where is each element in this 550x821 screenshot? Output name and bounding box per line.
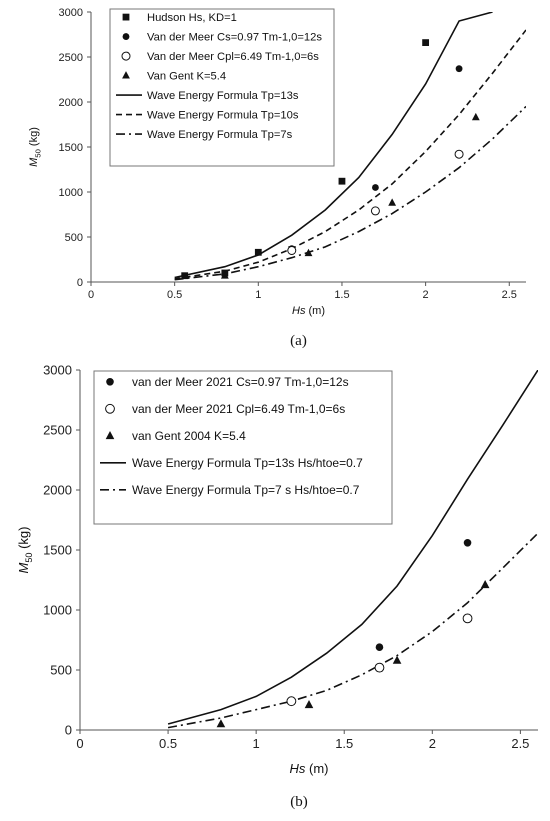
data-point: [480, 580, 490, 589]
x-tick-label: 1: [255, 289, 261, 301]
x-tick-label: 0: [76, 736, 83, 751]
x-axis-label: Hs (m): [292, 305, 325, 317]
legend-label: Van der Meer Cs=0.97 Tm-1,0=12s: [147, 32, 322, 44]
legend-label: Wave Energy Formula Tp=7s: [147, 129, 293, 141]
y-tick-label: 3000: [59, 7, 83, 19]
y-tick-label: 1000: [43, 603, 72, 618]
legend-marker: [122, 33, 130, 40]
data-point: [304, 700, 314, 709]
legend-label: van Gent 2004 K=5.4: [132, 429, 246, 443]
data-point: [220, 271, 229, 279]
y-tick-label: 1500: [59, 142, 83, 154]
data-point: [463, 539, 472, 547]
legend-label: Van Gent K=5.4: [147, 71, 226, 83]
data-point: [471, 112, 480, 121]
legend-marker: [122, 13, 130, 21]
data-point: [454, 149, 464, 159]
legend-marker: [105, 403, 115, 414]
legend-label: Van der Meer Cpl=6.49 Tm-1,0=6s: [147, 51, 319, 63]
data-point: [338, 177, 346, 185]
legend-label: Wave Energy Formula Tp=10s: [147, 110, 299, 122]
series-line-4: [167, 532, 538, 729]
data-point: [287, 246, 297, 255]
legend-label: Wave Energy Formula Tp=13s Hs/htoe=0.7: [132, 456, 363, 470]
y-axis-label: M50 (kg): [16, 527, 34, 574]
x-tick-label: 2.5: [511, 736, 529, 751]
y-tick-label: 2000: [43, 483, 72, 498]
series-line-5: [174, 29, 526, 280]
panel-label: (b): [290, 794, 308, 810]
panel-label: (a): [290, 333, 307, 349]
legend-marker: [121, 51, 131, 61]
y-tick-label: 2500: [59, 52, 83, 64]
x-tick-label: 2.5: [502, 289, 517, 301]
legend-marker: [105, 431, 115, 440]
x-tick-label: 1.5: [334, 289, 349, 301]
data-point: [286, 696, 297, 707]
legend-label: Wave Energy Formula Tp=7 s Hs/htoe=0.7: [132, 483, 360, 497]
legend-marker: [122, 71, 130, 79]
series-line-3: [167, 370, 538, 725]
data-point: [375, 643, 384, 651]
data-point: [254, 248, 262, 256]
data-point: [462, 613, 473, 624]
y-tick-label: 2500: [43, 423, 72, 438]
data-point: [388, 198, 397, 206]
data-point: [370, 206, 380, 216]
x-tick-label: 0.5: [167, 289, 182, 301]
x-tick-label: 1: [253, 736, 260, 751]
y-tick-label: 2000: [59, 97, 83, 109]
y-axis-label: M50 (kg): [28, 127, 42, 167]
x-tick-label: 0.5: [159, 736, 177, 751]
data-point: [455, 65, 463, 73]
x-tick-label: 2: [423, 289, 429, 301]
data-point: [374, 662, 385, 673]
series-line-4: [174, 12, 493, 279]
y-tick-label: 1500: [43, 543, 72, 558]
data-point: [181, 272, 189, 280]
chart-panel-a: 0 0.5 1 1.5 2 2.5 0 500 1000 1500 2000 2500 3000 Hs (…: [28, 7, 526, 349]
data-point: [422, 39, 430, 46]
legend-label: van der Meer 2021 Cs=0.97 Tm-1,0=12s: [132, 375, 349, 389]
data-point: [216, 719, 226, 728]
legend-label: Hudson Hs, KD=1: [147, 12, 237, 24]
y-tick-label: 0: [77, 277, 83, 289]
y-tick-label: 0: [65, 723, 72, 738]
legend-box: [109, 8, 335, 167]
legend-box: [93, 370, 393, 525]
legend-label: van der Meer 2021 Cpl=6.49 Tm-1,0=6s: [132, 402, 345, 416]
x-tick-label: 2: [429, 736, 436, 751]
legend-label: Wave Energy Formula Tp=13s: [147, 90, 299, 102]
x-tick-label: 0: [88, 289, 94, 301]
x-axis-label: Hs (m): [290, 761, 329, 776]
data-point: [392, 655, 402, 664]
chart-panel-b: 0 0.5 1 1.5 2 2.5 0 500 1000 1500 2000 2500 3000 Hs (…: [16, 363, 538, 810]
data-point: [304, 248, 313, 257]
y-tick-label: 500: [50, 663, 72, 678]
data-point: [372, 184, 379, 191]
y-tick-label: 3000: [43, 363, 72, 378]
x-tick-label: 1.5: [335, 736, 353, 751]
y-tick-label: 500: [65, 232, 83, 244]
y-tick-label: 1000: [59, 187, 83, 199]
legend-marker: [106, 378, 114, 386]
series-line-6: [174, 105, 526, 281]
